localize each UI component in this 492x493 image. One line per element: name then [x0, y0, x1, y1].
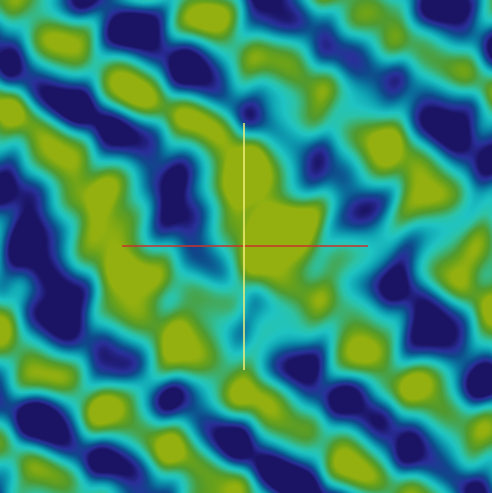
render-viewport[interactable] [0, 0, 492, 493]
scalar-field-render [0, 0, 492, 493]
